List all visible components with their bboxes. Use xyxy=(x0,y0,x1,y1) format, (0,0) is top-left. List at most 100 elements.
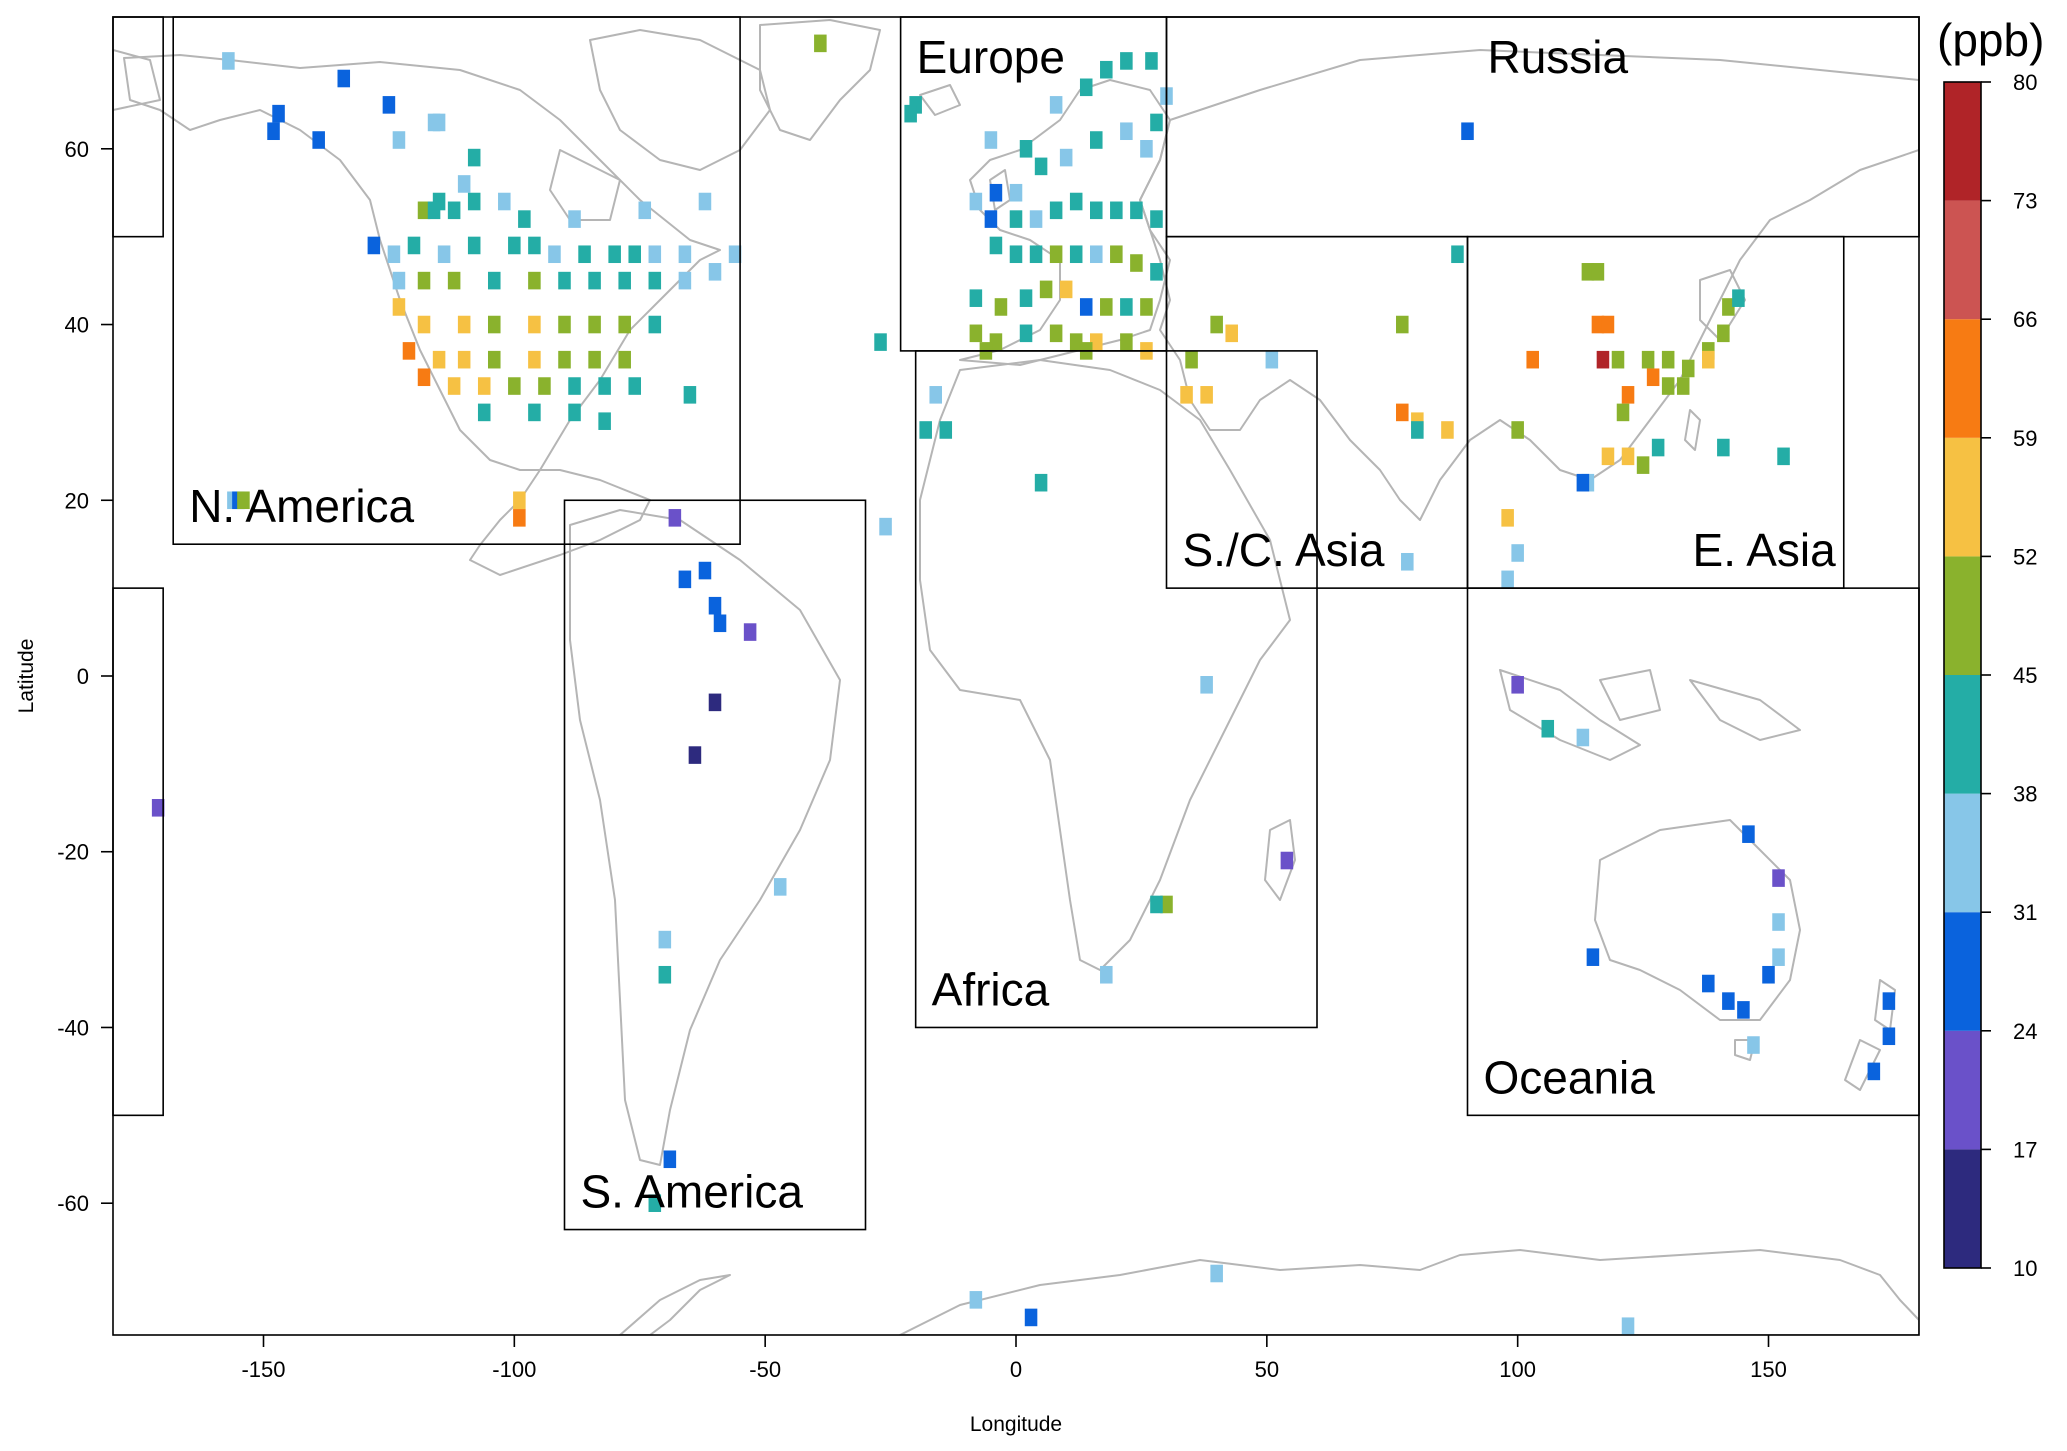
data-cell xyxy=(513,491,526,510)
colorbar-swatch xyxy=(1944,1030,1981,1150)
colorbar-swatch xyxy=(1944,319,1981,438)
data-cell xyxy=(588,271,601,290)
data-cell xyxy=(1145,52,1158,70)
data-cell xyxy=(919,421,932,439)
data-cell xyxy=(427,201,441,220)
data-cell xyxy=(678,245,692,264)
data-cell xyxy=(1651,438,1665,457)
data-cell xyxy=(558,271,571,290)
data-cell xyxy=(1867,1062,1881,1081)
data-cell xyxy=(1049,324,1063,343)
data-cell xyxy=(1591,315,1605,334)
region-box xyxy=(112,16,164,238)
x-axis: -150 -100 -50 0 50 100 150 xyxy=(241,1335,1787,1382)
data-cell xyxy=(1586,948,1600,966)
data-cell xyxy=(477,377,491,395)
data-cell xyxy=(1039,280,1053,299)
data-cell xyxy=(1646,368,1660,387)
data-cell xyxy=(618,315,631,334)
data-cell xyxy=(432,113,446,132)
data-cell xyxy=(1100,965,1113,984)
data-cell xyxy=(382,96,396,114)
data-cell xyxy=(989,183,1003,202)
data-cell xyxy=(1130,254,1143,272)
data-cell xyxy=(1747,1036,1760,1054)
data-cell xyxy=(1396,315,1409,334)
region-label: E. Asia xyxy=(1693,524,1837,576)
data-cell xyxy=(1732,289,1745,307)
data-cell xyxy=(1501,509,1514,527)
plot-area xyxy=(113,19,1919,1335)
data-cell xyxy=(708,693,722,712)
data-cell xyxy=(618,271,631,290)
data-cell xyxy=(1059,148,1073,167)
y-tick-label: 40 xyxy=(65,313,89,338)
data-cell xyxy=(1722,298,1735,316)
data-cell xyxy=(1280,851,1294,870)
data-cell xyxy=(1641,350,1655,369)
data-cell xyxy=(648,245,662,264)
data-cell xyxy=(969,289,983,307)
data-cell xyxy=(1576,473,1590,492)
data-cell xyxy=(1601,315,1615,334)
data-cell xyxy=(598,377,611,395)
colorbar-tick-label: 24 xyxy=(2013,1019,2037,1044)
data-cell xyxy=(1069,245,1083,264)
x-tick-label: 150 xyxy=(1750,1357,1787,1382)
data-cell xyxy=(467,236,481,255)
data-cell xyxy=(1611,350,1625,369)
data-cell xyxy=(447,201,461,220)
data-cell xyxy=(1120,298,1133,316)
data-cell xyxy=(432,350,446,369)
data-cell xyxy=(528,236,541,255)
data-cell xyxy=(1401,552,1414,571)
data-cell xyxy=(467,148,481,167)
data-cell xyxy=(1024,1308,1038,1327)
data-cell xyxy=(939,421,953,439)
data-cell xyxy=(1130,201,1143,220)
data-cell xyxy=(1591,263,1605,281)
data-cell xyxy=(1576,728,1590,747)
data-cell xyxy=(658,930,672,949)
data-cell xyxy=(1120,122,1133,141)
colorbar-swatch xyxy=(1944,1149,1981,1268)
data-cell xyxy=(1019,324,1033,343)
data-cell xyxy=(648,271,662,290)
colorbar-swatch xyxy=(1944,82,1981,201)
data-cell xyxy=(698,561,712,580)
data-cell xyxy=(1621,447,1635,466)
colorbar-swatch xyxy=(1944,556,1981,675)
data-cell xyxy=(337,69,351,88)
data-cell xyxy=(487,315,501,334)
data-cell xyxy=(1089,201,1103,220)
data-cell xyxy=(548,245,561,264)
data-cell xyxy=(1089,245,1103,264)
data-cell xyxy=(1601,447,1615,466)
colorbar-swatch xyxy=(1944,437,1981,557)
data-cell xyxy=(1772,948,1785,966)
region-label: S./C. Asia xyxy=(1183,524,1385,576)
data-cell xyxy=(1009,210,1023,228)
data-cell xyxy=(513,509,526,527)
data-cell xyxy=(1772,869,1785,887)
data-cell xyxy=(969,192,983,211)
data-cell xyxy=(518,210,531,228)
data-cell xyxy=(1541,719,1555,738)
data-cell xyxy=(658,965,672,984)
x-tick-label: -50 xyxy=(749,1357,781,1382)
data-cell xyxy=(1019,289,1033,307)
data-cell xyxy=(708,596,722,615)
region-label: Europe xyxy=(917,31,1065,83)
data-cell xyxy=(1702,350,1715,369)
region-box xyxy=(112,587,164,1117)
data-cell xyxy=(904,104,917,123)
region-label: Africa xyxy=(932,963,1050,1015)
data-cell xyxy=(588,350,601,369)
x-tick-label: 0 xyxy=(1010,1357,1022,1382)
data-cell xyxy=(1160,895,1173,914)
region-box xyxy=(1466,587,1920,1117)
data-cell xyxy=(447,377,461,395)
data-cell xyxy=(1772,913,1785,931)
data-cell xyxy=(568,210,581,228)
